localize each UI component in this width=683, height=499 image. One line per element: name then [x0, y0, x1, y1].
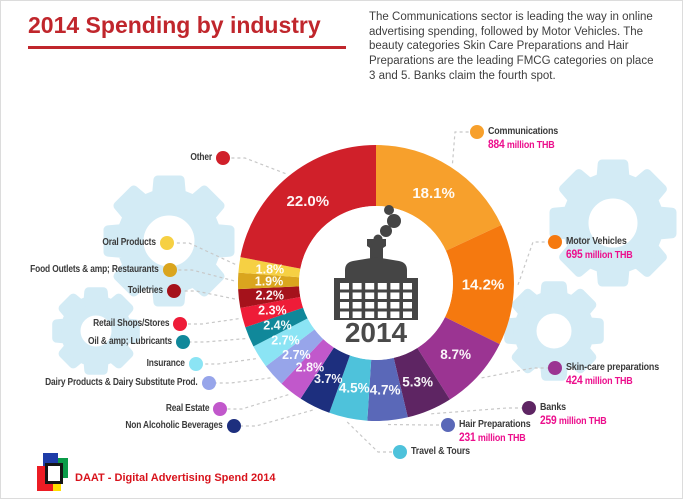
slice-hair-preparations [367, 357, 408, 421]
logo-center-square [45, 463, 63, 484]
leader-line-other [223, 157, 286, 175]
percent-label-motor-vehicles: 14.2% [462, 277, 505, 294]
leader-line-oral-products [167, 242, 236, 265]
slice-communications [376, 145, 502, 251]
gear-icon-watermarks [52, 159, 677, 381]
slice-other [240, 144, 376, 269]
percent-label-non-alcoholic-beverages: 3.7% [314, 372, 343, 386]
legend-bullet-toiletries [167, 284, 181, 298]
leader-line-retail-shops-stores [180, 318, 239, 325]
legend-bullets [160, 125, 562, 459]
legend-bullet-oil-amp-lubricants [176, 335, 190, 349]
leader-line-hair-preparations [387, 423, 448, 426]
legend-bullet-dairy-products-dairy-substitute-prod [202, 376, 216, 390]
percent-label-food-outlets-amp-restaurants: 1.9% [255, 275, 284, 289]
slice-oil-amp-lubricants [245, 307, 308, 347]
legend-bullet-other [216, 151, 230, 165]
percent-label-skin-care-preparations: 8.7% [440, 347, 471, 362]
slice-travel-tours [329, 355, 372, 421]
slice-real-estate [281, 339, 334, 399]
leader-line-oil-amp-lubricants [183, 338, 246, 343]
legend-bullet-motor-vehicles [548, 235, 562, 249]
slice-motor-vehicles [445, 225, 514, 345]
gear-icon-4 [504, 281, 604, 381]
percent-label-toiletries: 2.2% [255, 288, 284, 302]
description-text: The Communications sector is leading the… [369, 11, 654, 82]
slice-dairy-products-dairy-substitute-prod [265, 329, 324, 384]
legend-bullet-non-alcoholic-beverages [227, 419, 241, 433]
donut-slices [237, 144, 514, 421]
legend-bullet-oral-products [160, 236, 174, 250]
slice-food-outlets-amp-restaurants [237, 272, 300, 290]
daat-logo [34, 453, 72, 495]
legend-bullet-retail-shops-stores [173, 317, 187, 331]
leader-line-skin-care-preparations [481, 367, 555, 379]
footer-brand-text: DAAT - Digital Advertising Spend 2014 [75, 472, 276, 484]
slice-skin-care-preparations [417, 317, 500, 400]
leader-line-food-outlets-amp-restaurants [170, 269, 235, 282]
gear-icon-3 [549, 159, 677, 287]
percent-label-hair-preparations: 4.7% [370, 382, 401, 397]
leader-line-toiletries [174, 290, 236, 300]
leader-line-non-alcoholic-beverages [234, 409, 313, 427]
percent-label-oil-amp-lubricants: 2.4% [263, 318, 292, 332]
factory-windows [340, 283, 412, 318]
legend-bullet-food-outlets-amp-restaurants [163, 263, 177, 277]
slice-non-alcoholic-beverages [300, 347, 350, 413]
slice-oral-products [238, 257, 301, 278]
leader-line-insurance [196, 358, 256, 365]
percent-label-communications: 18.1% [412, 185, 455, 202]
legend-bullet-hair-preparations [441, 418, 455, 432]
legend-bullet-banks [522, 401, 536, 415]
leader-line-banks [431, 407, 529, 415]
leader-line-real-estate [220, 394, 289, 410]
percent-label-dairy-products-dairy-substitute-prod: 2.7% [282, 348, 311, 362]
factory-icon [334, 205, 418, 320]
percent-label-other: 22.0% [287, 193, 330, 210]
leader-line-dairy-products-dairy-substitute-prod [209, 377, 271, 384]
slice-insurance [253, 318, 315, 367]
percent-label-travel-tours: 4.5% [339, 381, 370, 396]
legend-bullet-skin-care-preparations [548, 361, 562, 375]
slice-toiletries [238, 286, 301, 308]
legend-bullet-travel-tours [393, 445, 407, 459]
legend-bullet-communications [470, 125, 484, 139]
page-title: 2014 Spending by industry [28, 12, 321, 38]
legend-bullet-real-estate [213, 402, 227, 416]
leader-lines [167, 131, 555, 453]
leader-line-communications [451, 131, 477, 164]
gear-icon-1 [103, 175, 235, 307]
percent-label-real-estate: 2.8% [296, 360, 325, 374]
legend-bullet-insurance [189, 357, 203, 371]
center-year-label: 2014 [345, 317, 408, 348]
leader-line-motor-vehicles [517, 241, 555, 285]
percent-label-banks: 5.3% [402, 374, 433, 389]
leader-line-travel-tours [346, 421, 400, 453]
title-underline [28, 46, 346, 49]
percent-label-retail-shops-stores: 2.3% [258, 303, 287, 317]
slice-retail-shops-stores [240, 297, 304, 328]
slice-banks [393, 348, 450, 418]
percent-label-oral-products: 1.8% [256, 262, 285, 276]
gear-icon-2 [52, 287, 140, 375]
percent-label-insurance: 2.7% [271, 333, 300, 347]
slice-percent-labels: 18.1%14.2%8.7%5.3%4.7%4.5%3.7%2.8%2.7%2.… [255, 185, 505, 397]
